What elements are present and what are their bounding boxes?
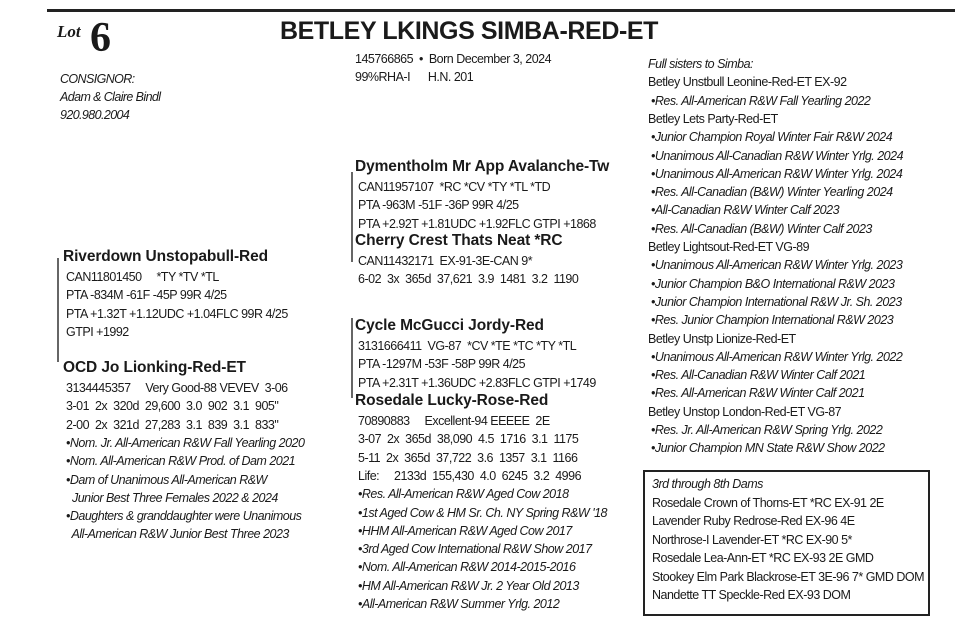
sister-honor: •Junior Champion Royal Winter Fair R&W 2… [651, 130, 893, 145]
sister-honor: •Res. Junior Champion International R&W … [651, 313, 894, 328]
sister-honor: •Res. All-Canadian R&W Winter Calf 2021 [651, 368, 866, 383]
achievement-line: •HHM All-American R&W Aged Cow 2017 [358, 523, 572, 538]
pedigree-detail-line: CAN11957107 *RC *CV *TY *TL *TD [358, 180, 551, 194]
pedigree-detail-line: PTA -963M -51F -36P 99R 4/25 [358, 198, 519, 213]
pedigree-detail-line: PTA -1297M -53F -58P 99R 4/25 [358, 357, 526, 372]
achievement-line: •Nom. Jr. All-American R&W Fall Yearling… [66, 435, 305, 450]
dam-entry: Lavender Ruby Redrose-Red EX-96 4E [652, 514, 855, 528]
achievement-line: •1st Aged Cow & HM Sr. Ch. NY Spring R&W… [358, 505, 607, 520]
sister-honor: •Res. All-American R&W Winter Calf 2021 [651, 386, 865, 401]
sister-honor: •Res. All-Canadian (B&W) Winter Yearling… [651, 185, 893, 200]
full-sisters-heading: Full sisters to Simba: [648, 57, 754, 71]
achievement-line: •Nom. All-American R&W 2014-2015-2016 [358, 560, 576, 575]
sister-name: Betley Lightsout-Red-ET VG-89 [648, 240, 810, 254]
sister-honor: •Res. Jr. All-American R&W Spring Yrlg. … [651, 423, 883, 437]
achievement-line: Junior Best Three Females 2022 & 2024 [66, 490, 278, 505]
sister-honor: •Res. All-Canadian (B&W) Winter Calf 202… [651, 221, 872, 236]
sister-honor: •Junior Champion International R&W Jr. S… [651, 294, 902, 309]
sister-honor: •Unanimous All-American R&W Winter Yrlg.… [651, 166, 903, 181]
pedigree-detail-line: PTA +2.92T +1.81UDC +1.92FLC GTPI +1868 [358, 216, 596, 231]
pedigree-detail-line: PTA +2.31T +1.36UDC +2.83FLC GTPI +1749 [358, 375, 596, 390]
pedigree-detail-line: Life: 2133d 155,430 4.0 6245 3.2 4996 [358, 468, 582, 483]
sister-honor: •Junior Champion B&O International R&W 2… [651, 276, 895, 291]
dams-box-heading: 3rd through 8th Dams [652, 477, 763, 491]
animal-name-title: BETLEY LKINGS SIMBA-RED-ET [280, 17, 659, 45]
sire-bracket [351, 172, 353, 262]
sister-honor: •Unanimous All-American R&W Winter Yrlg.… [651, 258, 903, 273]
dam-entry: Northrose-I Lavender-ET *RC EX-90 5* [652, 532, 852, 547]
pedigree-detail-line: 6-02 3x 365d 37,621 3.9 1481 3.2 1190 [358, 272, 579, 287]
top-rule [47, 9, 955, 12]
consignor-phone: 920.980.2004 [60, 108, 130, 122]
sister-name: Betley Unstop London-Red-ET VG-87 [648, 404, 842, 419]
pedigree-detail-line: 5-11 2x 365d 37,722 3.6 1357 3.1 1166 [358, 450, 578, 465]
sister-name: Betley Unstbull Leonine-Red-ET EX-92 [648, 75, 847, 90]
achievement-line: •Dam of Unanimous All-American R&W [66, 472, 267, 487]
dam-entry: Rosedale Lea-Ann-ET *RC EX-93 2E GMD [652, 551, 874, 565]
granddam-sire-name: Cycle McGucci Jordy-Red [355, 317, 544, 334]
sister-name: Betley Unstp Lionize-Red-ET [648, 331, 796, 346]
achievement-line: •3rd Aged Cow International R&W Show 201… [358, 542, 592, 557]
lot-number: 6 [90, 15, 111, 61]
dam-sire-bracket [57, 258, 59, 362]
pedigree-detail-line: 2-00 2x 321d 27,283 3.1 839 3.1 833" [66, 417, 279, 432]
granddam-sire-bracket [351, 318, 353, 398]
consignor-name: Adam & Claire Bindl [60, 90, 161, 104]
sister-honor: •Unanimous All-Canadian R&W Winter Yrlg.… [651, 148, 904, 163]
dam-entry: Nandette TT Speckle-Red EX-93 DOM [652, 588, 851, 602]
granddam-name: Rosedale Lucky-Rose-Red [355, 392, 549, 409]
genomic-info: 99%RHA-I H.N. 201 [355, 70, 474, 84]
pedigree-detail-line: PTA -834M -61F -45P 99R 4/25 [66, 288, 227, 303]
dam-sire-name: Riverdown Unstopabull-Red [63, 248, 269, 265]
dams-box [643, 470, 930, 616]
achievement-line: •All-American R&W Summer Yrlg. 2012 [358, 597, 560, 611]
pedigree-detail-line: 70890883 Excellent-94 EEEEE 2E [358, 414, 550, 428]
sire-dam-name: Cherry Crest Thats Neat *RC [355, 232, 563, 249]
sister-honor: •All-Canadian R&W Winter Calf 2023 [651, 203, 840, 218]
sire-name: Dymentholm Mr App Avalanche-Tw [355, 158, 610, 175]
pedigree-detail-line: GTPI +1992 [66, 324, 129, 339]
sister-name: Betley Lets Party-Red-ET [648, 111, 778, 126]
achievement-line: All-American R&W Junior Best Three 2023 [66, 527, 289, 542]
pedigree-detail-line: 3134445357 Very Good-88 VEVEV 3-06 [66, 381, 288, 395]
dam-name: OCD Jo Lionking-Red-ET [63, 359, 246, 376]
dam-entry: Rosedale Crown of Thorns-ET *RC EX-91 2E [652, 495, 884, 510]
pedigree-detail-line: CAN11432171 EX-91-3E-CAN 9* [358, 254, 533, 268]
dam-entry: Stookey Elm Park Blackrose-ET 3E-96 7* G… [652, 569, 925, 584]
sister-honor: •Junior Champion MN State R&W Show 2022 [651, 441, 885, 456]
registration-birthdate: 145766865 • Born December 3, 2024 [355, 52, 552, 66]
pedigree-detail-line: 3-07 2x 365d 38,090 4.5 1716 3.1 1175 [358, 432, 579, 447]
achievement-line: •HM All-American R&W Jr. 2 Year Old 2013 [358, 578, 579, 593]
sister-honor: •Res. All-American R&W Fall Yearling 202… [651, 93, 871, 108]
pedigree-detail-line: 3-01 2x 320d 29,600 3.0 902 3.1 905" [66, 399, 279, 414]
sister-honor: •Unanimous All-American R&W Winter Yrlg.… [651, 349, 903, 364]
pedigree-detail-line: 3131666411 VG-87 *CV *TE *TC *TY *TL [358, 339, 577, 353]
lot-label: Lot [57, 22, 81, 41]
consignor-label: CONSIGNOR: [60, 72, 135, 86]
achievement-line: •Daughters & granddaughter were Unanimou… [66, 509, 302, 524]
pedigree-detail-line: PTA +1.32T +1.12UDC +1.04FLC 99R 4/25 [66, 306, 288, 321]
achievement-line: •Nom. All-American R&W Prod. of Dam 2021 [66, 454, 296, 469]
pedigree-detail-line: CAN11801450 *TY *TV *TL [66, 270, 219, 284]
achievement-line: •Res. All-American R&W Aged Cow 2018 [358, 487, 569, 502]
